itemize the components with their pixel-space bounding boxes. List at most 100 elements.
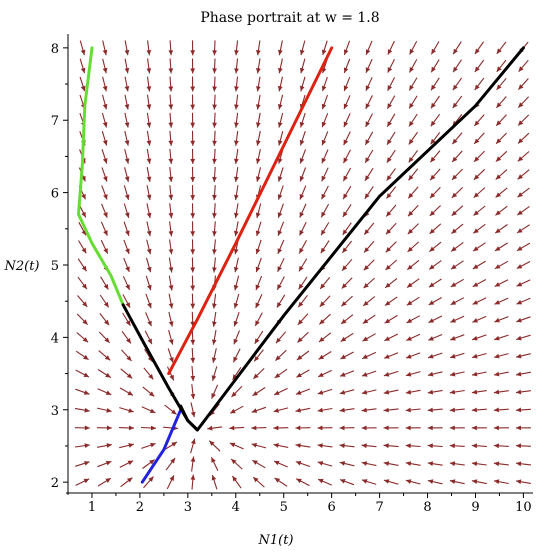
vector-arrow-head [319,337,325,342]
vector-arrow-head [473,228,479,234]
vector-arrow-head [254,338,260,344]
vector-arrow-head [428,300,435,305]
vector-arrow [496,77,507,91]
vector-arrow-head [124,140,130,146]
vector-arrow [254,312,263,327]
vector-arrow [118,425,135,431]
vector-arrow [211,384,219,399]
vector-arrow [472,334,487,341]
vector-arrow-head [147,302,152,309]
vector-arrow [212,221,217,237]
vector-arrow-head [229,425,235,431]
vector-arrow [124,167,130,182]
vector-arrow [190,221,196,237]
vector-arrow-head [275,355,281,361]
vector-arrow-head [299,121,305,128]
vector-arrow-head [81,247,87,254]
vector-arrow-head [295,425,301,431]
vector-arrow-head [451,210,457,216]
vector-arrow-head [450,282,457,287]
vector-arrow-head [146,176,152,182]
vector-arrow [361,407,377,413]
vector-arrow-head [363,283,369,289]
vector-arrow-head [233,338,238,345]
vector-arrow [343,58,351,74]
vector-arrow-head [146,68,152,74]
vector-arrow [386,168,396,181]
vector-arrow-head [428,282,435,288]
vector-arrow-head [427,461,434,466]
vector-arrow [430,95,440,109]
vector-arrow [190,58,196,74]
vector-arrow [146,203,152,219]
vector-arrow-head [496,84,502,90]
vector-arrow [232,348,241,363]
vector-arrow-head [516,335,522,341]
vector-arrow-head [516,353,522,359]
vector-arrow [320,222,330,236]
vector-arrow [190,76,196,92]
vector-arrow [124,58,130,74]
vector-arrow [473,114,485,127]
vector-arrow [495,187,508,198]
vector-arrow-head [297,319,303,325]
vector-arrow-head [190,474,196,480]
vector-arrow [212,239,217,255]
vector-arrow [343,40,351,56]
vector-arrow [450,260,464,270]
vector-arrow-head [496,120,502,126]
vector-arrow [166,366,175,381]
vector-arrow-head [168,176,174,182]
vector-arrow-head [212,122,217,128]
vector-arrow [101,112,108,128]
vector-arrow-head [103,176,108,182]
vector-arrow [255,257,262,273]
vector-arrow [277,94,284,110]
vector-arrow-head [212,303,217,309]
vector-arrow-head [383,389,390,395]
vector-arrow-head [406,300,413,306]
vector-arrow-head [102,49,108,56]
vector-arrow-head [124,49,130,56]
trajectories [77,46,525,484]
vector-arrow-head [190,122,196,128]
vector-arrow [256,94,261,110]
vector-arrow-head [211,375,217,381]
vector-arrow [233,221,239,237]
vector-arrow-head [515,407,522,413]
vector-arrow-head [407,264,413,270]
vector-arrow-head [430,174,436,181]
vector-arrow-head [299,139,305,146]
vector-arrow-head [408,175,414,181]
vector-arrow [75,461,90,467]
vector-arrow [121,349,132,362]
vector-arrow [320,203,330,218]
vector-arrow-head [452,102,458,109]
vector-arrow [451,187,464,199]
vector-arrow [317,425,333,431]
vector-arrow [168,148,174,164]
vector-arrow [99,294,110,308]
vector-arrow-head [340,479,346,484]
vector-arrow-head [340,372,346,377]
vector-arrow [362,333,376,342]
vector-arrow [76,332,89,343]
vector-arrow [430,59,440,73]
vector-arrow-head [168,303,174,309]
y-tick-label: 6 [51,187,59,202]
vector-arrow-head [277,158,283,164]
vector-arrow [168,239,174,255]
vector-arrow [362,296,376,307]
vector-arrow-head [495,192,501,198]
vector-arrow [145,312,152,327]
vector-arrow-head [451,192,458,198]
vector-arrow-head [339,390,346,395]
vector-arrow-head [339,425,345,431]
vector-arrow-head [516,371,522,377]
vector-arrow-head [431,48,436,55]
vector-arrow [256,40,261,56]
vector-arrow-head [495,210,501,216]
vector-arrow-head [296,478,302,484]
vector-arrow [119,387,134,396]
vector-arrow-head [146,50,152,56]
